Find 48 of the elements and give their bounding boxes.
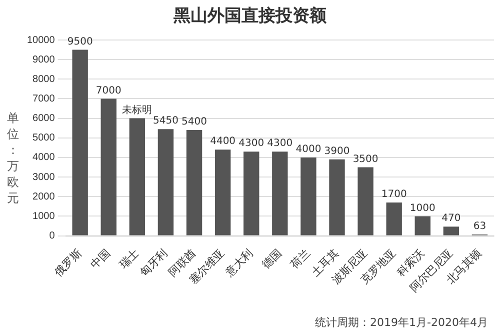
data-label: 5400 bbox=[182, 116, 207, 128]
bar bbox=[272, 152, 288, 236]
y-tick-label: 9000 bbox=[32, 54, 56, 66]
data-label: 4300 bbox=[267, 138, 293, 150]
y-tick-label: 0 bbox=[49, 230, 56, 242]
chart-title: 黑山外国直接投资额 bbox=[172, 5, 328, 27]
y-tick-label: 4000 bbox=[32, 152, 56, 164]
bar bbox=[300, 157, 316, 236]
data-label: 7000 bbox=[96, 85, 122, 96]
x-tick-label: 俄罗斯 bbox=[52, 246, 84, 280]
data-label: 63 bbox=[473, 221, 486, 232]
data-label: 3900 bbox=[324, 146, 350, 158]
data-label: 4000 bbox=[296, 144, 322, 156]
y-tick-label: 7000 bbox=[32, 93, 56, 104]
text: 统计周期：2019年1月-2020年4月 bbox=[315, 315, 488, 330]
bar bbox=[100, 98, 116, 236]
x-tick-label: 中国 bbox=[88, 246, 113, 272]
bar bbox=[329, 159, 345, 236]
y-tick-label: 2000 bbox=[32, 191, 56, 202]
x-tick-label: 荷兰 bbox=[288, 246, 313, 272]
bar bbox=[386, 202, 402, 236]
data-label: 470 bbox=[442, 213, 461, 224]
data-label: 1700 bbox=[381, 189, 407, 200]
bar bbox=[72, 50, 88, 236]
data-label: 5450 bbox=[152, 116, 178, 127]
y-tick-label: 8000 bbox=[32, 74, 56, 85]
bar bbox=[129, 118, 146, 236]
x-tick-label: 德国 bbox=[260, 247, 284, 272]
bar bbox=[214, 150, 231, 236]
y-tick-label: 1000 bbox=[32, 210, 56, 222]
bar bbox=[186, 130, 202, 236]
bar bbox=[358, 167, 374, 236]
data-label: 9500 bbox=[67, 36, 93, 48]
bar bbox=[244, 152, 260, 236]
x-tick-label: 瑞士 bbox=[116, 246, 142, 272]
y-tick-label: 10000 bbox=[26, 34, 56, 46]
data-label: 4400 bbox=[210, 136, 236, 148]
y-axis-title: 单位：万欧元 bbox=[6, 110, 20, 206]
bar bbox=[414, 216, 430, 236]
data-label: 未标明 bbox=[122, 104, 152, 116]
data-label: 4300 bbox=[238, 138, 264, 150]
bar bbox=[158, 129, 174, 236]
data-label: 1000 bbox=[410, 202, 436, 214]
data-label: 3500 bbox=[352, 154, 378, 165]
y-tick-label: 5000 bbox=[32, 132, 56, 144]
y-tick-label: 6000 bbox=[32, 113, 56, 124]
bar bbox=[443, 226, 460, 236]
y-tick-label: 3000 bbox=[32, 172, 56, 183]
